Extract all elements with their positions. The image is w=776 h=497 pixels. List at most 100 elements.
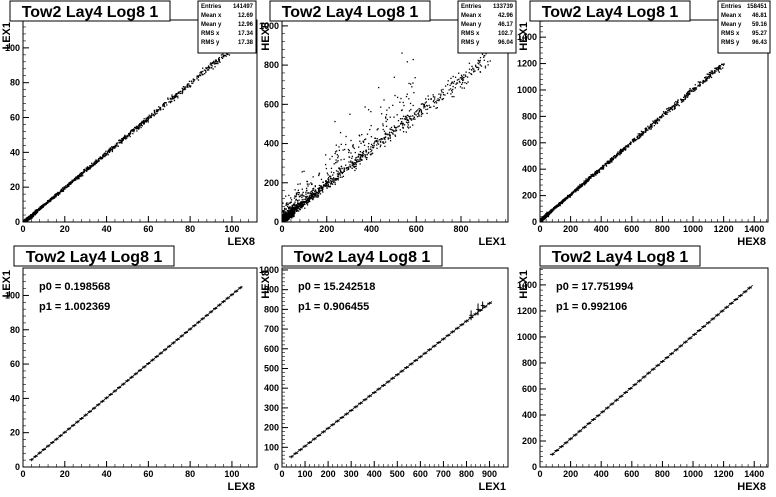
data-point xyxy=(106,154,107,155)
stats-key: Mean y xyxy=(461,22,482,28)
data-point xyxy=(330,178,331,179)
data-point xyxy=(400,98,401,99)
data-point xyxy=(360,151,361,152)
data-point xyxy=(389,128,390,129)
data-point xyxy=(313,176,314,177)
data-point xyxy=(444,94,445,95)
data-point xyxy=(320,185,321,186)
data-point xyxy=(383,137,384,138)
data-point xyxy=(344,170,345,171)
data-point xyxy=(606,163,607,164)
data-point xyxy=(557,206,558,207)
data-point xyxy=(110,148,111,149)
data-point xyxy=(74,178,75,179)
data-point xyxy=(690,89,691,90)
data-point xyxy=(303,195,304,196)
data-point xyxy=(639,133,640,134)
data-point xyxy=(408,98,409,99)
data-point xyxy=(663,115,664,116)
data-point xyxy=(306,203,307,204)
data-point xyxy=(423,106,424,107)
data-point xyxy=(648,127,649,128)
data-point xyxy=(193,81,194,82)
data-point xyxy=(684,94,685,95)
data-point xyxy=(433,94,434,95)
data-point xyxy=(229,54,230,55)
data-point xyxy=(450,78,451,79)
data-point xyxy=(619,154,620,155)
data-point xyxy=(337,178,338,179)
y-tick-label: 200 xyxy=(264,178,279,188)
data-point xyxy=(716,69,717,70)
data-point xyxy=(638,135,639,136)
data-point xyxy=(485,67,486,68)
chart-title: Tow2 Lay4 Log8 1 xyxy=(282,4,419,21)
data-point xyxy=(284,209,285,210)
data-point xyxy=(121,138,122,139)
data-point xyxy=(424,106,425,107)
data-point xyxy=(624,148,625,149)
data-point xyxy=(427,109,428,110)
data-point xyxy=(286,203,287,204)
data-point xyxy=(305,192,306,193)
data-point xyxy=(421,116,422,117)
data-point xyxy=(591,174,592,175)
data-point xyxy=(384,146,385,147)
data-point xyxy=(712,70,713,71)
data-point xyxy=(667,110,668,111)
data-point xyxy=(87,167,88,168)
data-point xyxy=(120,142,121,143)
data-point xyxy=(408,83,409,84)
data-point xyxy=(410,103,411,104)
data-point xyxy=(410,83,411,84)
stats-key: Mean x xyxy=(461,13,482,19)
data-point xyxy=(128,133,129,134)
data-point xyxy=(50,199,51,200)
data-point xyxy=(333,177,334,178)
data-point xyxy=(302,199,303,200)
stats-value: 12.96 xyxy=(238,22,254,28)
data-point xyxy=(288,207,290,209)
data-point xyxy=(77,178,78,179)
data-point xyxy=(338,176,339,177)
data-point xyxy=(305,193,306,194)
data-point xyxy=(710,74,711,75)
data-point xyxy=(659,119,660,120)
data-point xyxy=(41,205,42,206)
stats-key: Mean y xyxy=(201,22,222,28)
data-point xyxy=(422,103,423,104)
data-point xyxy=(579,187,580,188)
data-point xyxy=(317,195,318,196)
data-point xyxy=(93,165,94,166)
data-point xyxy=(349,114,350,115)
data-point xyxy=(396,127,397,128)
data-point xyxy=(418,115,419,116)
data-point xyxy=(337,154,338,155)
data-point xyxy=(350,166,351,167)
data-point xyxy=(475,65,476,66)
data-point xyxy=(171,101,172,102)
data-point xyxy=(689,90,690,91)
data-point xyxy=(463,74,464,75)
data-point xyxy=(373,143,374,144)
data-point xyxy=(303,199,304,200)
data-point xyxy=(620,149,621,150)
data-point xyxy=(438,94,439,95)
data-point xyxy=(359,163,360,164)
data-point xyxy=(654,125,655,126)
data-point xyxy=(41,207,42,208)
data-point xyxy=(598,170,599,171)
data-point xyxy=(343,176,344,177)
data-point xyxy=(389,132,390,133)
data-point xyxy=(327,174,328,175)
data-point xyxy=(337,171,338,172)
data-point xyxy=(364,106,365,107)
data-point xyxy=(368,153,369,154)
data-point xyxy=(426,113,427,114)
data-point xyxy=(409,118,410,119)
data-point xyxy=(363,155,364,156)
data-point xyxy=(677,104,678,105)
data-point xyxy=(366,151,367,152)
data-point xyxy=(386,126,387,127)
data-point xyxy=(319,185,320,186)
